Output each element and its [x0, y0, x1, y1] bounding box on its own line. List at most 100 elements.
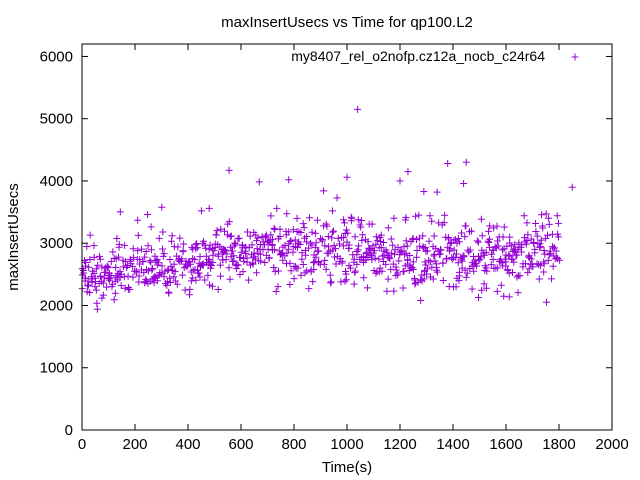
data-point: [254, 234, 262, 242]
plot-frame: [81, 43, 613, 431]
data-point: [104, 263, 112, 271]
data-point: [369, 242, 377, 250]
y-tick-label: 5000: [40, 111, 73, 128]
data-point: [236, 254, 244, 262]
data-point: [404, 168, 412, 176]
data-point: [545, 220, 553, 228]
y-tick-label: 3000: [40, 235, 73, 252]
data-point: [270, 246, 278, 254]
data-point: [477, 253, 485, 261]
data-point: [318, 237, 326, 245]
data-point: [340, 234, 348, 242]
data-point: [387, 235, 395, 243]
data-point: [262, 233, 270, 241]
data-point: [527, 255, 535, 263]
data-point: [142, 248, 150, 256]
data-point: [279, 256, 287, 264]
x-tick-label: 0: [78, 436, 86, 453]
data-point: [91, 274, 99, 282]
data-point: [455, 272, 463, 280]
data-point: [283, 249, 291, 257]
data-point: [454, 234, 462, 242]
data-point: [401, 251, 409, 259]
data-point: [532, 219, 540, 227]
data-point: [450, 246, 458, 254]
data-point: [327, 278, 335, 286]
data-point: [264, 245, 272, 253]
data-point: [283, 210, 291, 218]
data-point: [379, 238, 387, 246]
data-point: [320, 260, 328, 268]
data-point: [487, 261, 495, 269]
data-point: [554, 219, 562, 227]
data-point: [289, 226, 297, 234]
data-point: [213, 227, 221, 235]
data-point: [196, 273, 204, 281]
data-point: [272, 288, 280, 296]
data-point: [360, 274, 368, 282]
data-point: [540, 246, 548, 254]
data-point: [533, 232, 541, 240]
data-point: [422, 261, 430, 269]
data-point: [535, 275, 543, 283]
data-point: [467, 227, 475, 235]
x-tick-label: 600: [228, 436, 253, 453]
y-tick-label: 0: [65, 422, 73, 439]
data-point: [129, 262, 137, 270]
data-point: [483, 267, 491, 275]
data-point: [516, 272, 524, 280]
legend-marker: [571, 53, 579, 61]
data-point: [509, 255, 517, 263]
data-point: [86, 231, 94, 239]
data-point: [158, 262, 166, 270]
x-tick-label: 1200: [383, 436, 416, 453]
data-point: [121, 241, 129, 249]
data-point: [542, 298, 550, 306]
data-point: [293, 214, 301, 222]
data-point: [173, 280, 181, 288]
data-point: [216, 261, 224, 269]
data-point: [413, 253, 421, 261]
data-point: [158, 245, 166, 253]
data-point: [324, 232, 332, 240]
data-point: [415, 211, 423, 219]
data-point: [529, 263, 537, 271]
data-point: [276, 225, 284, 233]
data-point: [339, 216, 347, 224]
data-point: [191, 256, 199, 264]
data-point: [461, 233, 469, 241]
data-point: [368, 256, 376, 264]
data-point: [383, 287, 391, 295]
data-point: [350, 280, 358, 288]
data-point: [506, 233, 514, 241]
data-point: [225, 264, 233, 272]
data-point: [436, 246, 444, 254]
data-point: [509, 269, 517, 277]
data-point: [377, 243, 385, 251]
data-point: [455, 238, 463, 246]
data-point: [523, 237, 531, 245]
data-point: [160, 250, 168, 258]
data-point: [342, 226, 350, 234]
data-point: [452, 283, 460, 291]
data-points: [78, 105, 576, 313]
data-point: [290, 275, 298, 283]
data-point: [94, 261, 102, 269]
data-point: [126, 285, 134, 293]
data-point: [540, 260, 548, 268]
data-point: [230, 257, 238, 265]
data-point: [425, 256, 433, 264]
data-point: [308, 228, 316, 236]
data-point: [478, 232, 486, 240]
data-point: [423, 265, 431, 273]
data-point: [265, 254, 273, 262]
data-point: [439, 276, 447, 284]
data-point: [129, 253, 137, 261]
data-point: [296, 240, 304, 248]
data-point: [285, 176, 293, 184]
data-point: [115, 253, 123, 261]
data-point: [249, 259, 257, 267]
data-point: [351, 233, 359, 241]
data-point: [538, 211, 546, 219]
data-point: [354, 105, 362, 113]
